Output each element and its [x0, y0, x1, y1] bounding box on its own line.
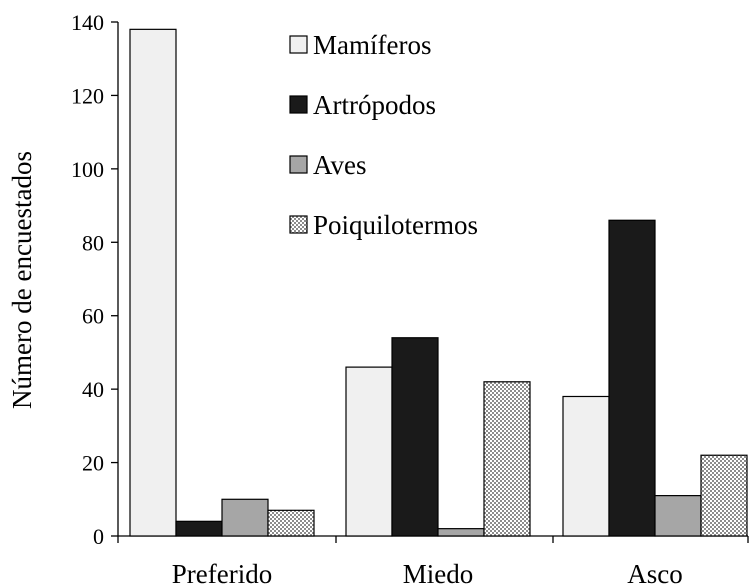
legend-swatch — [289, 155, 308, 174]
bar-artr-podos-asco — [608, 219, 656, 537]
legend-swatch — [289, 35, 308, 54]
bar-artr-podos-preferido — [175, 520, 223, 537]
y-tick-label: 20 — [82, 451, 104, 476]
bar-artr-podos-miedo — [391, 337, 439, 537]
x-tick-label: Miedo — [403, 559, 474, 587]
x-axis: Preferido Miedo Asco — [117, 535, 749, 587]
bar-poiquilotermos-miedo — [483, 381, 531, 537]
legend-swatch — [289, 95, 308, 114]
x-tick-label: Asco — [627, 559, 683, 587]
legend-swatch — [289, 215, 308, 234]
y-axis: 0 20 40 60 80 100 120 140 — [71, 10, 119, 549]
legend-label: Artrópodos — [313, 90, 436, 120]
x-tick-label: Preferido — [172, 559, 272, 587]
legend: Mamíferos Artrópodos Aves Poiquilotermos — [289, 30, 478, 240]
bar-mam-feros-asco — [562, 395, 610, 537]
bars — [129, 28, 748, 537]
bar-mam-feros-miedo — [345, 366, 393, 537]
legend-label: Aves — [313, 150, 367, 180]
bar-poiquilotermos-asco — [700, 454, 748, 537]
bar-mam-feros-preferido — [129, 28, 177, 537]
y-tick-label: 40 — [82, 377, 104, 402]
y-tick-label: 120 — [71, 83, 104, 108]
y-tick-label: 60 — [82, 304, 104, 329]
y-tick-label: 140 — [71, 10, 104, 35]
y-tick-label: 80 — [82, 230, 104, 255]
bar-aves-asco — [654, 495, 702, 537]
legend-label: Poiquilotermos — [313, 210, 478, 240]
legend-label: Mamíferos — [313, 30, 431, 60]
bar-aves-miedo — [437, 528, 485, 537]
bar-aves-preferido — [221, 498, 269, 537]
y-tick-label: 100 — [71, 157, 104, 182]
y-tick-label: 0 — [93, 524, 104, 549]
y-axis-title: Número de encuestados — [7, 151, 37, 409]
bar-poiquilotermos-preferido — [267, 509, 315, 537]
